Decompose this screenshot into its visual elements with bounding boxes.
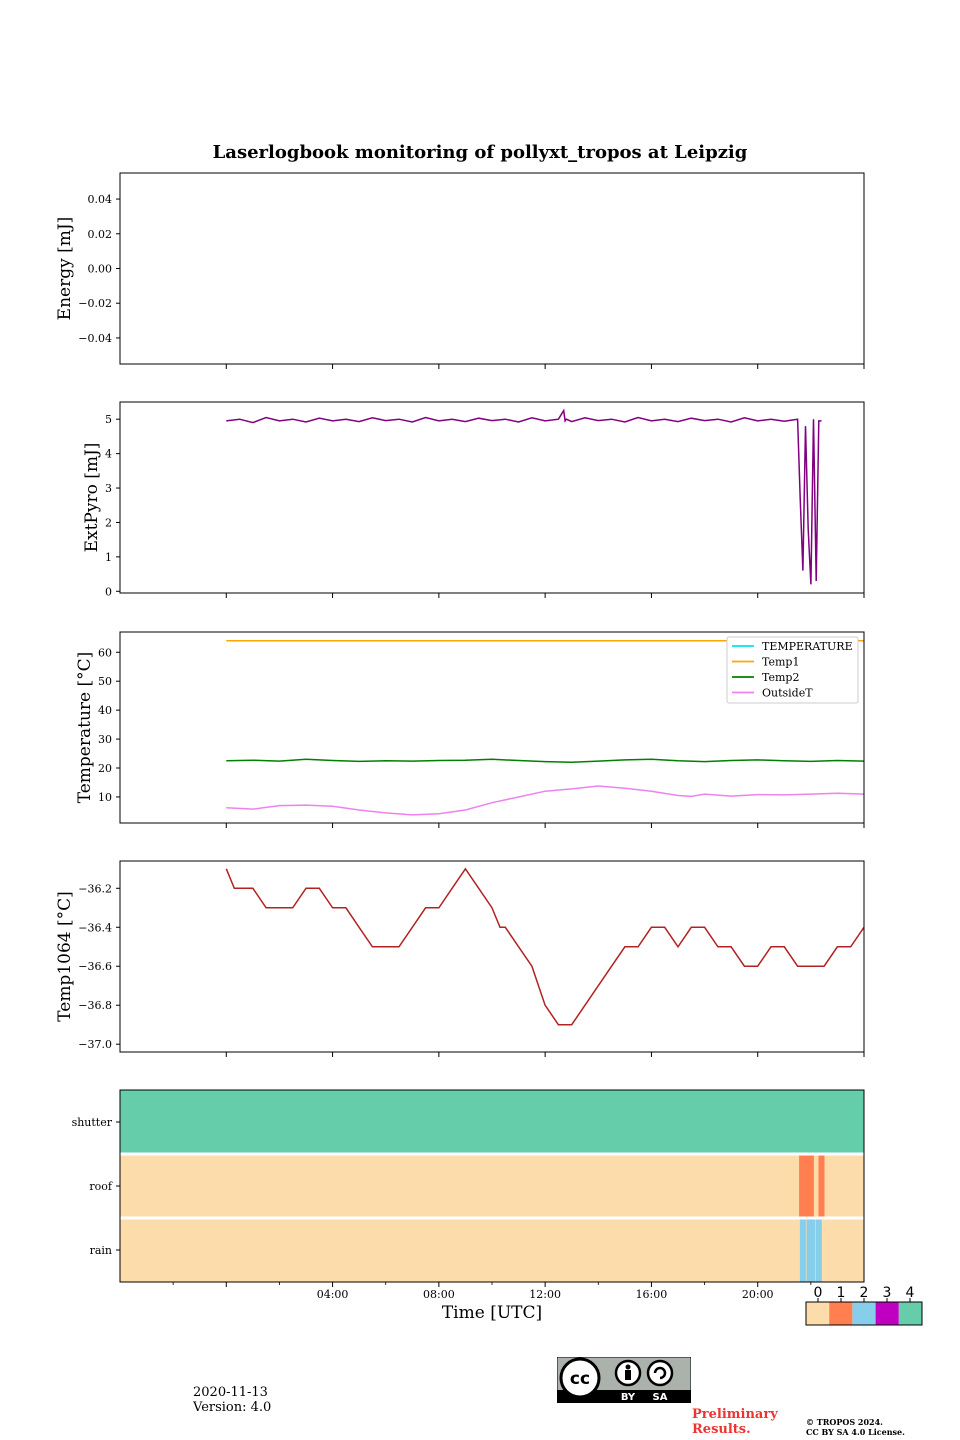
- panel-temp1064: −36.2 −36.4 −36.6 −36.8 −37.0 Temp1064 [°C]: [55, 860, 865, 1057]
- y-tick-label: 1: [105, 551, 112, 564]
- preliminary-line-1: Preliminary: [692, 1407, 778, 1422]
- colorbar-swatch-0: [806, 1302, 830, 1325]
- legend-label-temp1: Temp1: [762, 656, 799, 669]
- y-tick-label: 0.04: [88, 193, 113, 206]
- x-tick-label-08:00: 08:00: [423, 1288, 455, 1301]
- y-tick-label: 4: [105, 448, 112, 461]
- status-event-rain: [799, 1218, 806, 1282]
- legend-box: [726, 636, 859, 704]
- y-axis-label-extpyro: ExtPyro [mJ]: [82, 443, 102, 553]
- colorbar-swatch-3: [875, 1302, 899, 1325]
- status-event-roof: [818, 1154, 825, 1218]
- preliminary-line-2: Results.: [692, 1422, 751, 1437]
- series-line-outsidet: [226, 785, 864, 816]
- y-tick-label: 0: [105, 585, 112, 598]
- y-tick-label: 0.02: [88, 228, 113, 241]
- status-row-label-shutter: shutter: [72, 1116, 113, 1129]
- y-tick-label: 5: [105, 413, 112, 426]
- y-tick-label: −37.0: [78, 1038, 112, 1051]
- plot-area-temp1064: [225, 867, 864, 1026]
- axes-frame-temp1064: [119, 860, 865, 1053]
- colorbar-swatch-4: [898, 1302, 922, 1325]
- series-line-temp1064: [225, 867, 864, 1026]
- legend-label-temperature: TEMPERATURE: [762, 640, 853, 653]
- y-tick-label: −36.6: [78, 960, 112, 973]
- series-line-extpyro: [226, 408, 822, 585]
- colorbar-tick-label-2: 2: [860, 1285, 869, 1301]
- y-tick-label: −0.04: [78, 332, 112, 345]
- series-line-temp2: [226, 758, 864, 763]
- legend-label-temp2: Temp2: [762, 671, 799, 684]
- cc-sa-label: SA: [653, 1392, 668, 1403]
- y-tick-label: 50: [98, 675, 112, 688]
- status-row-roof: [120, 1154, 864, 1218]
- colorbar-tick-label-1: 1: [837, 1285, 846, 1301]
- copyright-line-2: CC BY SA 4.0 License.: [806, 1427, 905, 1437]
- x-axis-label: Time [UTC]: [442, 1303, 542, 1323]
- status-event-roof: [799, 1154, 806, 1218]
- y-tick-label: −36.8: [78, 999, 112, 1012]
- colorbar-swatch-1: [829, 1302, 853, 1325]
- cc-by-label: BY: [621, 1392, 636, 1403]
- y-tick-label: 0.00: [88, 263, 113, 276]
- footer-date-block: 2020-11-13 Version: 4.0: [193, 1385, 271, 1415]
- colorbar-tick-label-3: 3: [883, 1285, 892, 1301]
- footer-version: Version: 4.0: [193, 1400, 272, 1415]
- legend-temperature: TEMPERATURE Temp1 Temp2 OutsideT: [726, 636, 859, 704]
- x-tick-label-12:00: 12:00: [529, 1288, 561, 1301]
- y-tick-label: 3: [105, 482, 112, 495]
- y-axis-label-energy: Energy [mJ]: [55, 217, 75, 321]
- svg-text:cc: cc: [570, 1369, 590, 1389]
- y-tick-label: −36.4: [78, 921, 112, 934]
- copyright-line-1: © TROPOS 2024.: [806, 1417, 883, 1427]
- y-tick-label: 40: [98, 704, 112, 717]
- status-event-rain: [809, 1218, 816, 1282]
- preliminary-results-note: Preliminary Results.: [692, 1407, 778, 1437]
- y-axis-label-temp1064: Temp1064 [°C]: [55, 891, 75, 1022]
- panel-status: shutter roof rain 04:00 08:00 12:00 16:00 20:00…: [72, 1089, 923, 1326]
- y-axis-label-temperature: Temperature [°C]: [75, 652, 95, 804]
- figure-title: Laserlogbook monitoring of pollyxt_tropo…: [213, 142, 748, 163]
- colorbar-tick-label-4: 4: [906, 1285, 915, 1301]
- legend-label-outsidet: OutsideT: [762, 687, 813, 700]
- status-row-rain: [120, 1218, 864, 1282]
- x-tick-label-16:00: 16:00: [636, 1288, 668, 1301]
- plot-area-extpyro: [226, 408, 822, 585]
- cc-license-badge: cc BY SA: [557, 1357, 691, 1403]
- status-event-roof: [803, 1154, 810, 1218]
- y-tick-label: −36.2: [78, 882, 112, 895]
- y-tick-label: 10: [98, 791, 112, 804]
- status-event-roof: [807, 1154, 814, 1218]
- panel-extpyro: 5 4 3 2 1 0 ExtPyro [mJ]: [82, 401, 865, 598]
- x-tick-label-20:00: 20:00: [742, 1288, 774, 1301]
- y-tick-label: 2: [105, 516, 112, 529]
- y-tick-label: 30: [98, 733, 112, 746]
- status-row-shutter: [120, 1090, 864, 1154]
- axes-frame-energy: [119, 172, 865, 365]
- copyright-note: © TROPOS 2024. CC BY SA 4.0 License.: [806, 1417, 905, 1437]
- y-tick-label: 60: [98, 646, 112, 659]
- axes-frame-temperature: [119, 631, 865, 824]
- status-row-label-roof: roof: [89, 1180, 113, 1193]
- x-tick-label-04:00: 04:00: [317, 1288, 349, 1301]
- status-event-rain: [815, 1218, 822, 1282]
- colorbar-swatch-2: [852, 1302, 876, 1325]
- footer-date: 2020-11-13: [193, 1385, 268, 1400]
- y-tick-label: 20: [98, 762, 112, 775]
- status-row-label-rain: rain: [90, 1244, 112, 1257]
- colorbar-tick-label-0: 0: [814, 1285, 823, 1301]
- axes-frame-extpyro: [119, 401, 865, 594]
- y-tick-label: −0.02: [78, 297, 112, 310]
